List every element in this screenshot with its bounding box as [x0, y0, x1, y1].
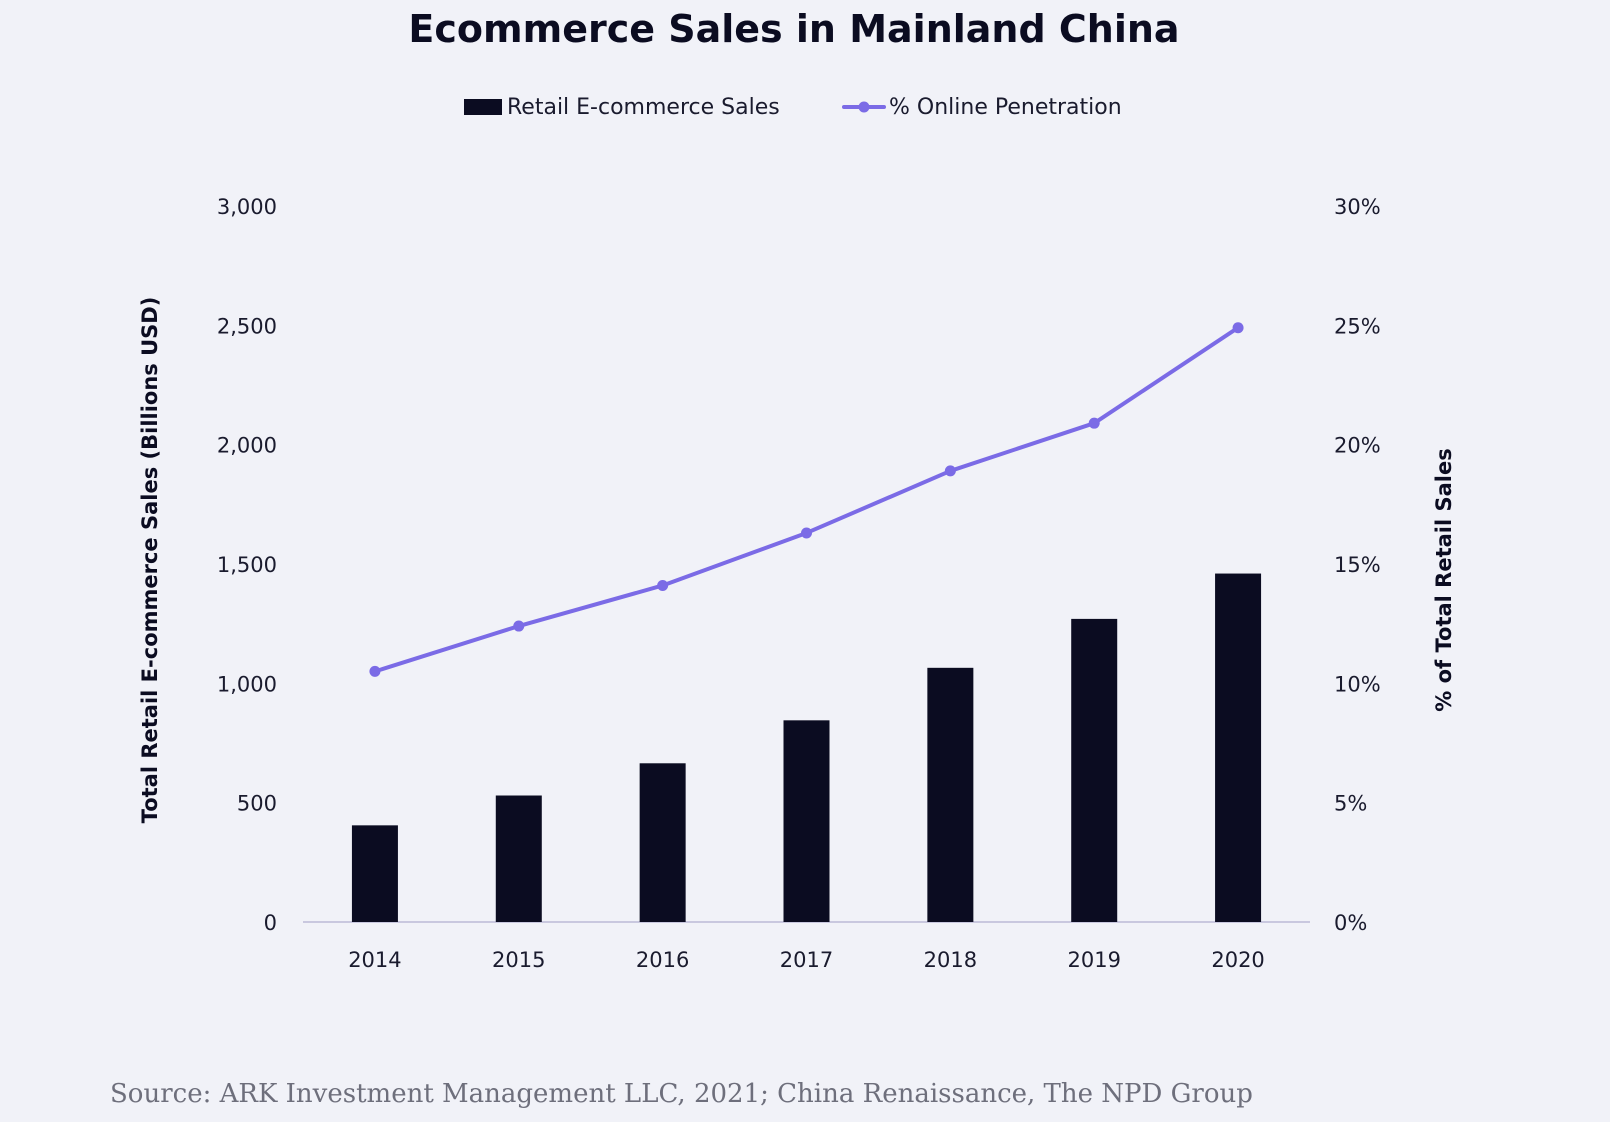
x-tick-label: 2014: [348, 948, 401, 972]
y-left-tick-label: 2,000: [217, 434, 277, 458]
y-left-tick-label: 500: [237, 792, 277, 816]
line-point: [944, 465, 956, 477]
y-left-tick-label: 0: [264, 911, 277, 935]
x-tick-label: 2015: [492, 948, 545, 972]
chart-title: Ecommerce Sales in Mainland China: [408, 7, 1179, 51]
line-series: [369, 322, 1244, 677]
x-axis-ticks: 2014 2015 2016 2017 2018 2019 2020: [348, 948, 1265, 972]
y-left-tick-label: 1,500: [217, 553, 277, 577]
legend-bar-swatch: [464, 99, 502, 115]
y-axis-left-title: Total Retail E-commerce Sales (Billions …: [138, 297, 162, 824]
y-left-tick-label: 2,500: [217, 314, 277, 338]
legend-bar-label: Retail E-commerce Sales: [507, 95, 780, 120]
line-point: [1088, 417, 1100, 429]
chart-legend: Retail E-commerce Sales % Online Penetra…: [464, 95, 1122, 120]
line-point: [369, 665, 381, 677]
y-axis-right-title: % of Total Retail Sales: [1432, 448, 1456, 711]
bar: [351, 825, 398, 922]
bar: [783, 720, 830, 922]
bar: [639, 763, 686, 922]
x-tick-label: 2017: [780, 948, 833, 972]
y-axis-left-ticks: 0 500 1,000 1,500 2,000 2,500 3,000: [217, 195, 277, 935]
y-right-tick-label: 0%: [1334, 911, 1367, 935]
legend-line-label: % Online Penetration: [889, 95, 1122, 120]
line-point: [1232, 322, 1244, 334]
bar: [1071, 618, 1118, 922]
bar-series: [351, 573, 1262, 922]
y-left-tick-label: 3,000: [217, 195, 277, 219]
y-right-tick-label: 15%: [1334, 553, 1381, 577]
bar: [927, 667, 974, 922]
y-right-tick-label: 25%: [1334, 314, 1381, 338]
line-point: [513, 620, 525, 632]
x-tick-label: 2018: [924, 948, 977, 972]
bar: [495, 795, 542, 922]
x-tick-label: 2019: [1067, 948, 1120, 972]
legend-line-marker: [858, 101, 870, 113]
bar: [1215, 573, 1262, 922]
x-tick-label: 2020: [1211, 948, 1264, 972]
y-right-tick-label: 20%: [1334, 434, 1381, 458]
x-tick-label: 2016: [636, 948, 689, 972]
source-note: Source: ARK Investment Management LLC, 2…: [110, 1079, 1253, 1109]
y-left-tick-label: 1,000: [217, 672, 277, 696]
y-axis-right-ticks: 0% 5% 10% 15% 20% 25% 30%: [1334, 195, 1381, 935]
line-point: [657, 579, 669, 591]
y-right-tick-label: 5%: [1334, 792, 1367, 816]
y-right-tick-label: 30%: [1334, 195, 1381, 219]
y-right-tick-label: 10%: [1334, 672, 1381, 696]
line-point: [801, 527, 812, 539]
